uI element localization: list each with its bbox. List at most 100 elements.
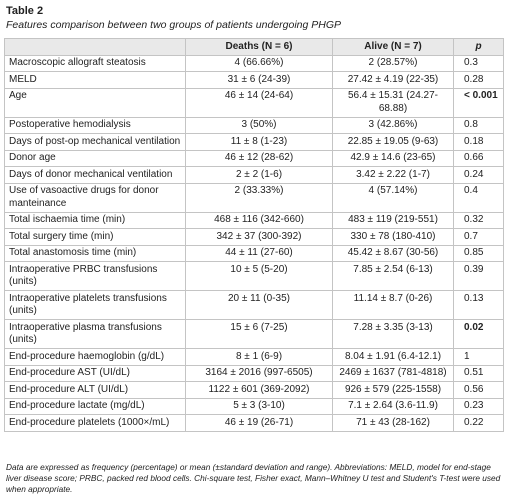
cell: 0.85: [453, 244, 504, 262]
table-row: Days of donor mechanical ventilation 2 ± …: [4, 166, 504, 184]
cell: 46 ± 19 (26-71): [185, 414, 333, 432]
cell: 56.4 ± 15.31 (24.27-68.88): [332, 87, 454, 118]
table-row: End-procedure ALT (UI/dL) 1122 ± 601 (369…: [4, 381, 504, 399]
cell: 7.28 ± 3.35 (3-13): [332, 319, 454, 349]
cell: 483 ± 119 (219-551): [332, 211, 454, 229]
table-row: End-procedure lactate (mg/dL) 5 ± 3 (3-10…: [4, 397, 504, 415]
cell: 2 (33.33%): [185, 182, 333, 213]
cell: 15 ± 6 (7-25): [185, 319, 333, 349]
cell: < 0.001: [453, 87, 504, 118]
cell: 3 (42.86%): [332, 116, 454, 134]
cell: 0.23: [453, 397, 504, 415]
table-row: MELD 31 ± 6 (24-39) 27.42 ± 4.19 (22-35) 0.…: [4, 71, 504, 89]
cell: 0.39: [453, 261, 504, 291]
cell: 0.8: [453, 116, 504, 134]
cell: 0.22: [453, 414, 504, 432]
cell: 0.02: [453, 319, 504, 349]
cell: 4 (66.66%): [185, 54, 333, 72]
row-label: Days of donor mechanical ventilation: [4, 166, 186, 184]
row-label: MELD: [4, 71, 186, 89]
row-label: End-procedure AST (UI/dL): [4, 364, 186, 382]
row-label: Donor age: [4, 149, 186, 167]
cell: 926 ± 579 (225-1558): [332, 381, 454, 399]
cell: 342 ± 37 (300-392): [185, 228, 333, 246]
table-label: Table 2: [6, 5, 44, 17]
column-header: [4, 38, 186, 56]
row-label: Total surgery time (min): [4, 228, 186, 246]
row-label: End-procedure haemoglobin (g/dL): [4, 348, 186, 366]
table-row: Days of post-op mechanical ventilation 11…: [4, 133, 504, 151]
table-head: Deaths (N = 6) Alive (N = 7) p: [4, 38, 504, 56]
cell: 42.9 ± 14.6 (23-65): [332, 149, 454, 167]
cell: 2469 ± 1637 (781-4818): [332, 364, 454, 382]
cell: 0.13: [453, 290, 504, 320]
table-row: Donor age 46 ± 12 (28-62) 42.9 ± 14.6 (23-…: [4, 149, 504, 167]
table-row: End-procedure AST (UI/dL) 3164 ± 2016 (99…: [4, 364, 504, 382]
table-row: Intraoperative platelets transfusions (u…: [4, 290, 504, 320]
table-row: Total ischaemia time (min) 468 ± 116 (342…: [4, 211, 504, 229]
cell: 0.66: [453, 149, 504, 167]
row-label: Intraoperative plasma transfusions (unit…: [4, 319, 186, 349]
cell: 0.24: [453, 166, 504, 184]
row-label: Use of vasoactive drugs for donor mantei…: [4, 182, 186, 213]
table-body: Macroscopic allograft steatosis 4 (66.66%…: [4, 54, 504, 432]
row-label: Days of post-op mechanical ventilation: [4, 133, 186, 151]
cell: 0.51: [453, 364, 504, 382]
row-label: End-procedure ALT (UI/dL): [4, 381, 186, 399]
row-label: End-procedure lactate (mg/dL): [4, 397, 186, 415]
cell: 8.04 ± 1.91 (6.4-12.1): [332, 348, 454, 366]
cell: 45.42 ± 8.67 (30-56): [332, 244, 454, 262]
cell: 2 ± 2 (1-6): [185, 166, 333, 184]
row-label: Intraoperative PRBC transfusions (units): [4, 261, 186, 291]
cell: 11 ± 8 (1-23): [185, 133, 333, 151]
row-label: End-procedure platelets (1000×/mL): [4, 414, 186, 432]
cell: 8 ± 1 (6-9): [185, 348, 333, 366]
table-row: Postoperative hemodialysis 3 (50%) 3 (42.8…: [4, 116, 504, 134]
cell: 46 ± 12 (28-62): [185, 149, 333, 167]
cell: 27.42 ± 4.19 (22-35): [332, 71, 454, 89]
cell: 0.4: [453, 182, 504, 213]
header-row: Deaths (N = 6) Alive (N = 7) p: [4, 38, 504, 56]
cell: 22.85 ± 19.05 (9-63): [332, 133, 454, 151]
table-row: Intraoperative PRBC transfusions (units)…: [4, 261, 504, 291]
row-label: Age: [4, 87, 186, 118]
table-row: Intraoperative plasma transfusions (unit…: [4, 319, 504, 349]
table-row: Use of vasoactive drugs for donor mantei…: [4, 182, 504, 213]
footnote: Data are expressed as frequency (percent…: [6, 462, 501, 494]
cell: 4 (57.14%): [332, 182, 454, 213]
column-header: Alive (N = 7): [332, 38, 454, 56]
table-row: Total surgery time (min) 342 ± 37 (300-39…: [4, 228, 504, 246]
cell: 1: [453, 348, 504, 366]
cell: 0.56: [453, 381, 504, 399]
cell: 0.18: [453, 133, 504, 151]
table-row: End-procedure haemoglobin (g/dL) 8 ± 1 (6…: [4, 348, 504, 366]
cell: 11.14 ± 8.7 (0-26): [332, 290, 454, 320]
cell: 10 ± 5 (5-20): [185, 261, 333, 291]
row-label: Intraoperative platelets transfusions (u…: [4, 290, 186, 320]
row-label: Total ischaemia time (min): [4, 211, 186, 229]
cell: 46 ± 14 (24-64): [185, 87, 333, 118]
row-label: Macroscopic allograft steatosis: [4, 54, 186, 72]
cell: 20 ± 11 (0-35): [185, 290, 333, 320]
cell: 0.32: [453, 211, 504, 229]
table-row: Macroscopic allograft steatosis 4 (66.66%…: [4, 54, 504, 72]
cell: 0.28: [453, 71, 504, 89]
cell: 7.85 ± 2.54 (6-13): [332, 261, 454, 291]
cell: 0.7: [453, 228, 504, 246]
cell: 0.3: [453, 54, 504, 72]
cell: 31 ± 6 (24-39): [185, 71, 333, 89]
cell: 2 (28.57%): [332, 54, 454, 72]
data-table: Deaths (N = 6) Alive (N = 7) p Macroscopic…: [4, 38, 504, 432]
column-header: Deaths (N = 6): [185, 38, 333, 56]
column-header: p: [453, 38, 504, 56]
row-label: Postoperative hemodialysis: [4, 116, 186, 134]
row-label: Total anastomosis time (min): [4, 244, 186, 262]
cell: 7.1 ± 2.64 (3.6-11.9): [332, 397, 454, 415]
table-row: Age 46 ± 14 (24-64) 56.4 ± 15.31 (24.27-68…: [4, 87, 504, 118]
table-row: Total anastomosis time (min) 44 ± 11 (27-…: [4, 244, 504, 262]
cell: 330 ± 78 (180-410): [332, 228, 454, 246]
cell: 1122 ± 601 (369-2092): [185, 381, 333, 399]
cell: 71 ± 43 (28-162): [332, 414, 454, 432]
cell: 3164 ± 2016 (997-6505): [185, 364, 333, 382]
